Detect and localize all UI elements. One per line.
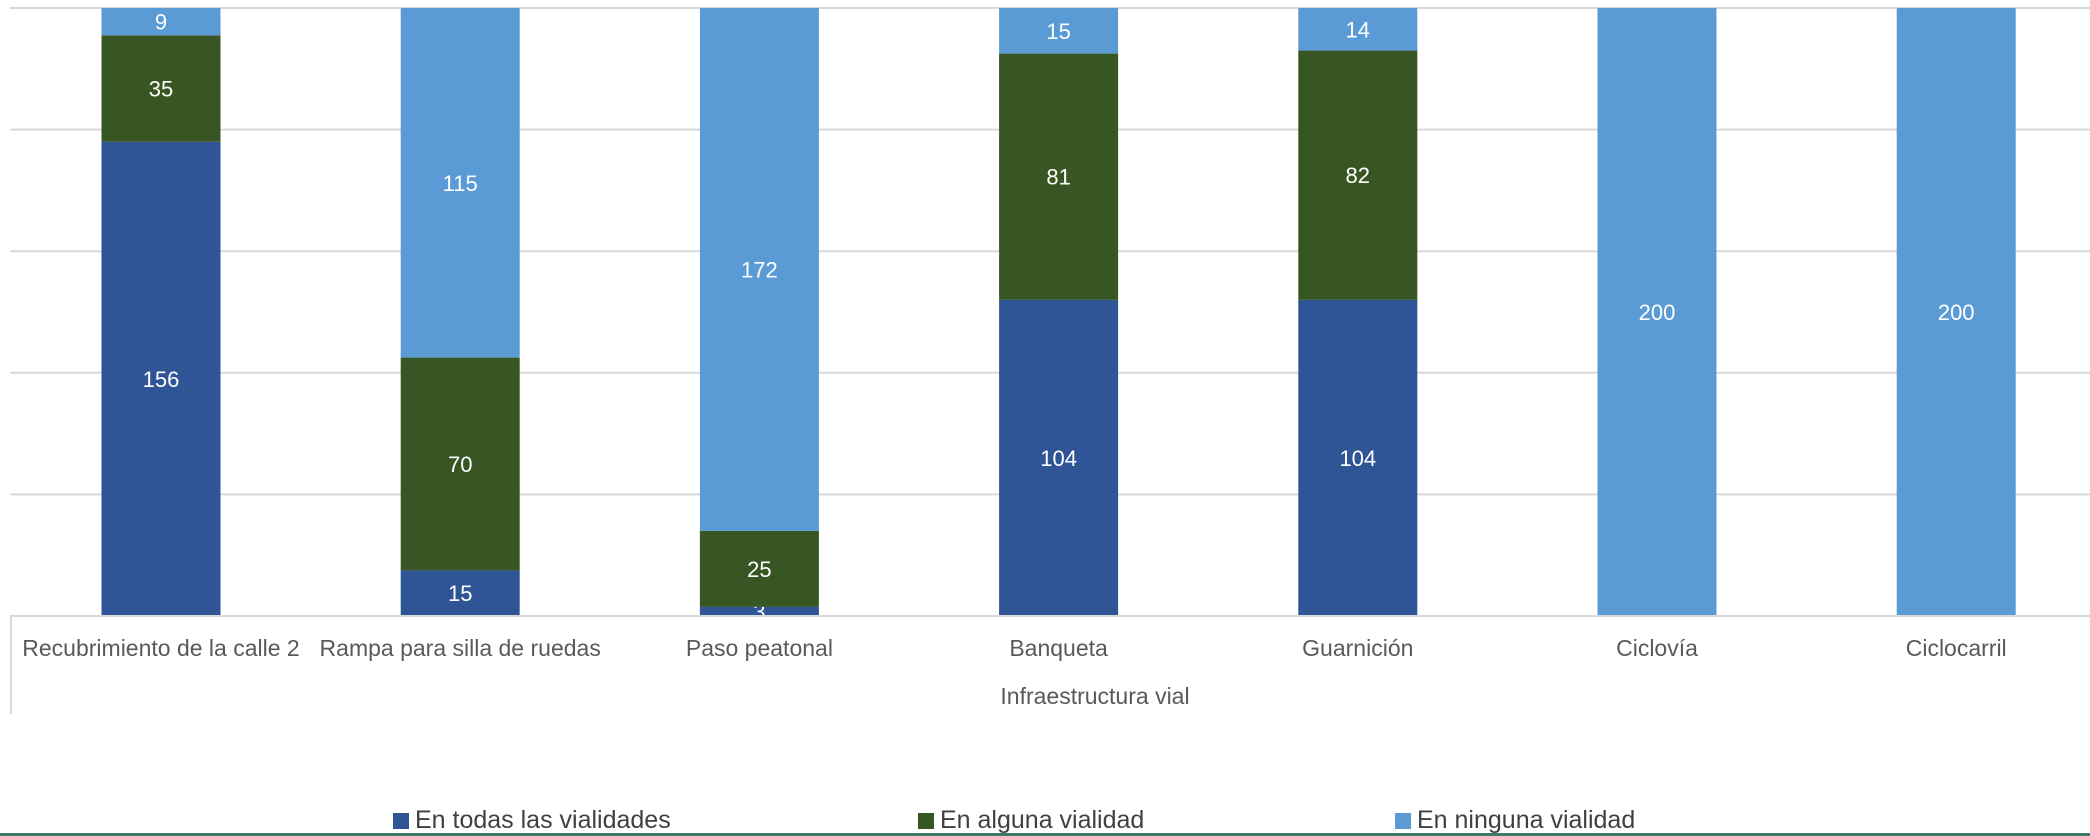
bar-segment — [999, 8, 1119, 54]
x-tick-label: Recubrimiento de la calle 2 — [22, 635, 299, 661]
bars: 1563591570115325172104811510482140020000… — [101, 8, 2016, 629]
bar-segment — [699, 606, 819, 616]
legend-item: En alguna vialidad — [918, 806, 1144, 835]
data-label: 25 — [747, 557, 771, 582]
legend-item: En todas las vialidades — [393, 806, 671, 835]
bottom-border — [0, 833, 2090, 836]
bar-segment — [101, 35, 221, 142]
bar-segment — [400, 357, 520, 571]
x-axis-title: Infraestructura vial — [1000, 683, 1189, 709]
data-label: 35 — [149, 77, 173, 102]
bar-segment — [1298, 8, 1418, 51]
bar-segment — [1298, 299, 1418, 616]
bar-segment — [400, 8, 520, 358]
data-label: 70 — [448, 452, 472, 477]
bar-segment — [1896, 8, 2016, 616]
data-label: 14 — [1346, 17, 1370, 42]
bar-segment — [1298, 50, 1418, 300]
x-axis — [10, 615, 2090, 714]
data-label: 81 — [1046, 165, 1070, 190]
legend: En todas las vialidades En alguna vialida… — [0, 806, 2090, 836]
data-label: 172 — [741, 257, 778, 282]
data-label: 104 — [1040, 446, 1077, 471]
data-label: 15 — [1046, 19, 1070, 44]
bar-segment — [699, 8, 819, 531]
data-label: 156 — [143, 367, 180, 392]
legend-swatch — [1395, 812, 1411, 829]
legend-item: En ninguna vialidad — [1395, 806, 1635, 835]
data-label: 104 — [1339, 446, 1376, 471]
data-label: 200 — [1639, 300, 1676, 325]
legend-label: En ninguna vialidad — [1417, 806, 1636, 834]
bar-segment — [400, 570, 520, 616]
bar-segment — [999, 53, 1119, 300]
data-label: 15 — [448, 581, 472, 606]
x-tick-label: Ciclocarril — [1906, 635, 2007, 661]
legend-label: En todas las vialidades — [415, 806, 671, 834]
data-label: 115 — [443, 171, 478, 196]
data-label: 200 — [1938, 300, 1975, 325]
data-label: 82 — [1346, 163, 1370, 188]
x-tick-label: Paso peatonal — [686, 635, 833, 661]
x-tick-labels: Recubrimiento de la calle 2 Rampa para si… — [22, 635, 2006, 661]
bar-segment — [101, 141, 221, 616]
bar-segment — [101, 8, 221, 36]
legend-swatch — [918, 812, 934, 829]
legend-label: En alguna vialidad — [940, 806, 1145, 834]
x-tick-label: Ciclovía — [1616, 635, 1698, 661]
bar-segment — [1597, 8, 1717, 616]
bar-segment — [999, 299, 1119, 616]
bar-segment — [699, 530, 819, 607]
legend-swatch — [393, 812, 409, 829]
x-tick-label: Banqueta — [1009, 635, 1108, 661]
data-label: 9 — [155, 10, 167, 35]
x-tick-label: Guarnición — [1302, 635, 1413, 661]
x-tick-label: Rampa para silla de ruedas — [320, 635, 601, 661]
